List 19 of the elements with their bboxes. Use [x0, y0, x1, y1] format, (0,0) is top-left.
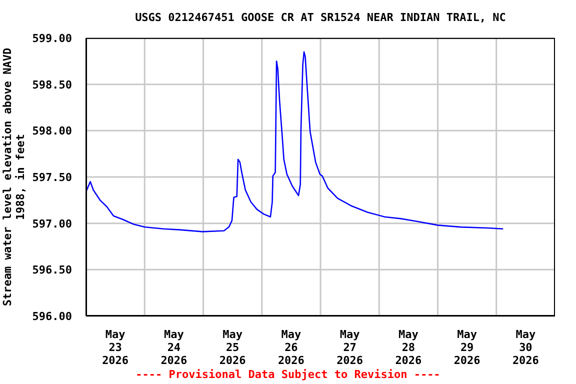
x-tick-label: May 24 2026	[160, 328, 188, 367]
y-tick-label: 596.50	[32, 264, 72, 277]
y-tick-label: 598.50	[32, 78, 72, 92]
y-axis-title: Stream water level elevation above NAVD 1988, in feet	[1, 48, 27, 306]
x-tick-label: May 28 2026	[395, 328, 422, 367]
x-tick-label: May 26 2026	[278, 328, 305, 367]
y-tick-label: 596.00	[32, 310, 72, 323]
x-tick-label: May 27 2026	[336, 328, 364, 367]
text: ---- Provisional Data Subject to Revision ----	[134, 368, 442, 381]
x-tick-label: May 23 2026	[102, 328, 129, 367]
line-series	[86, 51, 504, 232]
y-tick-label: 599.00	[32, 32, 72, 45]
x-tick-label: May 29 2026	[454, 328, 481, 367]
y-tick-label: 597.00	[32, 217, 72, 230]
x-tick-label: May 30 2026	[512, 328, 540, 367]
y-tick-label: 597.50	[32, 171, 72, 184]
x-tick-label: May 25 2026	[219, 328, 246, 367]
chart-title: USGS 0212467451 GOOSE CR AT SR1524 NEAR INDIAN TRAIL, NC	[134, 11, 507, 24]
y-tick-label: 598.00	[32, 124, 72, 138]
